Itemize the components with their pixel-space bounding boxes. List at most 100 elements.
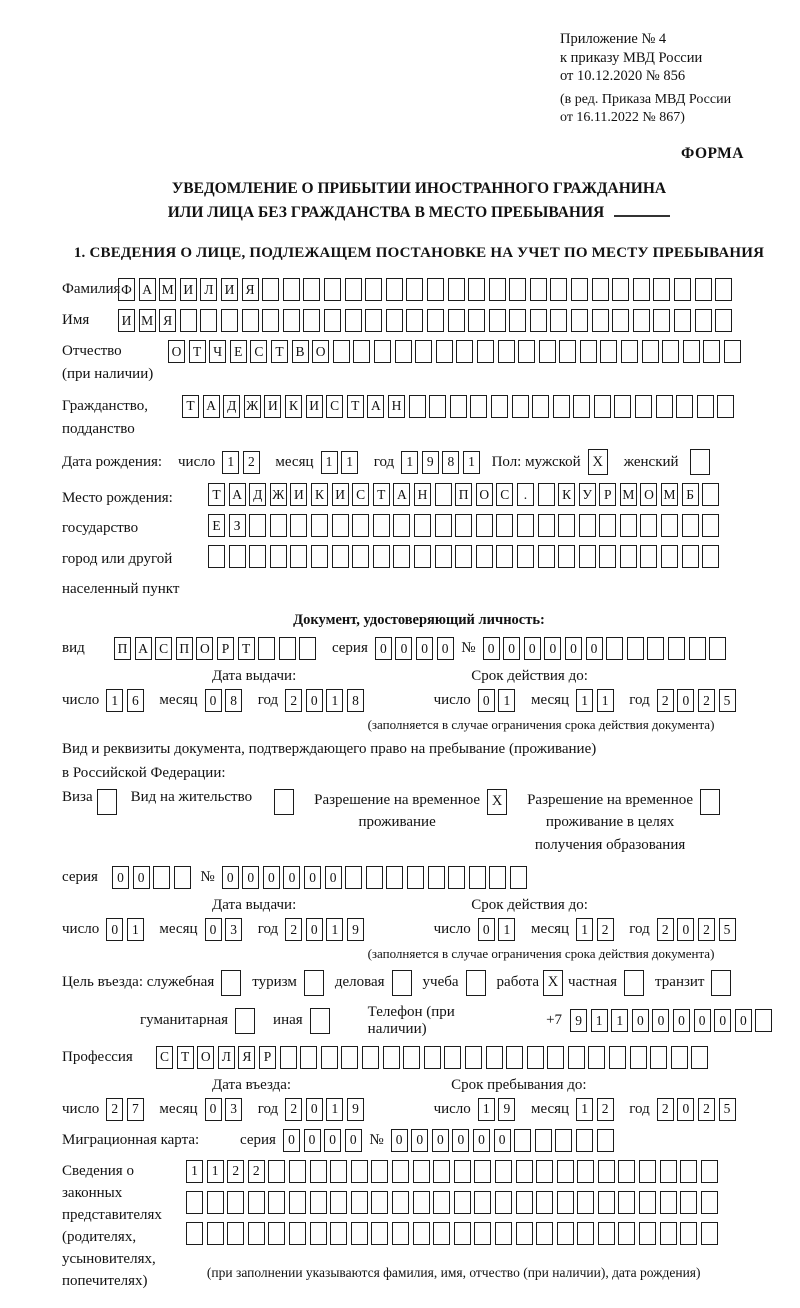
char-cell[interactable] (694, 278, 712, 302)
char-cell[interactable] (208, 545, 225, 569)
purpose-business-checkbox[interactable] (391, 969, 412, 996)
char-cell[interactable]: 0 (452, 1128, 470, 1152)
char-cell[interactable]: О (168, 340, 185, 364)
char-cell[interactable] (371, 1221, 389, 1245)
char-cell[interactable]: 0 (262, 866, 280, 890)
char-cell[interactable] (290, 545, 308, 569)
char-cell[interactable]: 2 (106, 1097, 124, 1121)
char-cell[interactable]: Д (249, 483, 267, 507)
char-cell[interactable]: З (228, 514, 246, 538)
char-cell[interactable] (640, 514, 658, 538)
char-cell[interactable] (529, 309, 547, 333)
char-cell[interactable]: 8 (346, 689, 364, 713)
char-cell[interactable] (490, 394, 508, 418)
char-cell[interactable]: 0 (544, 637, 562, 661)
char-cell[interactable] (427, 866, 445, 890)
char-cell[interactable] (509, 309, 527, 333)
char-cell[interactable]: А (367, 394, 385, 418)
char-cell[interactable] (365, 866, 383, 890)
char-cell[interactable] (661, 514, 679, 538)
char-cell[interactable] (309, 1190, 327, 1214)
char-cell[interactable] (268, 1221, 286, 1245)
char-cell[interactable]: 0 (734, 1009, 752, 1033)
char-cell[interactable]: А (393, 483, 411, 507)
char-cell[interactable]: 2 (596, 918, 614, 942)
char-cell[interactable]: М (619, 483, 637, 507)
char-cell[interactable] (700, 1221, 718, 1245)
char-cell[interactable] (516, 514, 534, 538)
char-cell[interactable] (515, 1221, 533, 1245)
char-cell[interactable]: 0 (673, 1009, 691, 1033)
char-cell[interactable] (715, 278, 733, 302)
char-cell[interactable] (515, 1190, 533, 1214)
char-cell[interactable]: 2 (656, 689, 674, 713)
char-cell[interactable] (635, 394, 653, 418)
char-cell[interactable] (350, 1190, 368, 1214)
char-cell[interactable] (220, 309, 238, 333)
char-cell[interactable]: 5 (718, 1097, 736, 1121)
char-cell[interactable]: 0 (473, 1128, 490, 1152)
char-cell[interactable]: 1 (596, 689, 614, 713)
char-cell[interactable] (661, 545, 679, 569)
char-cell[interactable]: 3 (225, 918, 243, 942)
char-cell[interactable]: 0 (305, 689, 323, 713)
char-cell[interactable] (691, 1045, 709, 1069)
char-cell[interactable] (496, 545, 514, 569)
char-cell[interactable]: О (312, 340, 330, 364)
char-cell[interactable]: 9 (346, 918, 364, 942)
char-cell[interactable] (247, 1221, 265, 1245)
char-cell[interactable] (344, 309, 362, 333)
char-cell[interactable] (269, 545, 287, 569)
char-cell[interactable] (537, 483, 555, 507)
char-cell[interactable]: И (118, 309, 135, 333)
char-cell[interactable]: Ф (118, 278, 135, 302)
char-cell[interactable] (372, 545, 390, 569)
char-cell[interactable] (717, 394, 735, 418)
char-cell[interactable] (228, 545, 246, 569)
char-cell[interactable] (299, 637, 317, 661)
char-cell[interactable] (700, 1159, 718, 1183)
char-cell[interactable] (578, 514, 596, 538)
char-cell[interactable]: Е (229, 340, 247, 364)
char-cell[interactable] (571, 309, 589, 333)
char-cell[interactable] (468, 866, 486, 890)
char-cell[interactable] (447, 278, 465, 302)
char-cell[interactable] (475, 545, 493, 569)
char-cell[interactable]: Я (238, 1045, 256, 1069)
char-cell[interactable] (434, 483, 452, 507)
char-cell[interactable] (262, 278, 280, 302)
char-cell[interactable] (588, 1045, 606, 1069)
char-cell[interactable] (227, 1221, 245, 1245)
char-cell[interactable] (288, 1221, 306, 1245)
char-cell[interactable] (591, 309, 609, 333)
char-cell[interactable]: 1 (611, 1009, 629, 1033)
char-cell[interactable] (332, 340, 350, 364)
char-cell[interactable] (345, 866, 363, 890)
char-cell[interactable]: А (138, 278, 156, 302)
purpose-transit-checkbox[interactable] (711, 969, 732, 996)
char-cell[interactable] (702, 483, 720, 507)
char-cell[interactable] (288, 1159, 306, 1183)
char-cell[interactable]: 0 (221, 866, 239, 890)
char-cell[interactable]: 0 (416, 637, 434, 661)
char-cell[interactable] (577, 1190, 595, 1214)
temp-residence-edu-checkbox[interactable] (700, 788, 721, 815)
char-cell[interactable] (558, 514, 576, 538)
char-cell[interactable]: 0 (652, 1009, 670, 1033)
char-cell[interactable]: 1 (576, 918, 594, 942)
char-cell[interactable]: У (578, 483, 596, 507)
char-cell[interactable] (621, 340, 639, 364)
char-cell[interactable] (179, 309, 197, 333)
char-cell[interactable] (514, 1128, 532, 1152)
char-cell[interactable] (688, 637, 706, 661)
char-cell[interactable] (536, 1159, 554, 1183)
char-cell[interactable]: Т (372, 483, 390, 507)
char-cell[interactable]: 0 (431, 1128, 449, 1152)
char-cell[interactable] (303, 309, 321, 333)
char-cell[interactable] (674, 309, 692, 333)
char-cell[interactable] (494, 1190, 512, 1214)
char-cell[interactable] (647, 637, 665, 661)
char-cell[interactable]: П (114, 637, 131, 661)
char-cell[interactable] (344, 278, 362, 302)
char-cell[interactable]: 2 (596, 1097, 614, 1121)
